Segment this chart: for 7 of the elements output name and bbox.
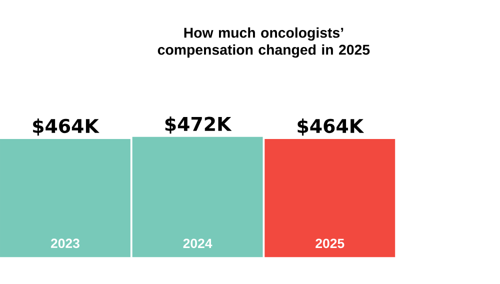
data-label: $464K — [298, 118, 364, 136]
chart-title: How much oncologists’ compensation changed in 2025 — [158, 28, 370, 58]
x-tick-label: 2023 — [50, 238, 80, 248]
data-label: $472K — [165, 116, 232, 134]
x-tick-label: 2024 — [183, 238, 212, 248]
x-tick-label: 2025 — [316, 238, 344, 248]
data-label: $464K — [33, 118, 100, 136]
